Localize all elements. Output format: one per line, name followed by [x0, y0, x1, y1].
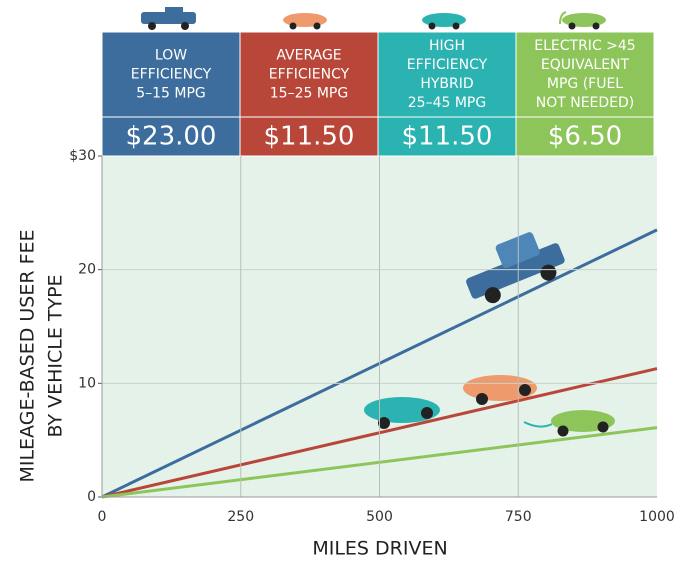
- fee-label: $11.50: [402, 122, 493, 152]
- x-tick-label: 250: [227, 509, 254, 525]
- y-axis-title: BY VEHICLE TYPE: [45, 274, 67, 437]
- header-label: 15–25 MPG: [270, 86, 348, 102]
- header-label: ELECTRIC >45: [534, 38, 635, 54]
- header-label: EFFICIENCY: [269, 67, 350, 83]
- x-tick-label: 750: [505, 509, 532, 525]
- header-label: LOW: [155, 48, 187, 64]
- x-tick-label: 500: [366, 509, 393, 525]
- fee-label: $23.00: [126, 122, 217, 152]
- header-label: NOT NEEDED): [536, 95, 635, 111]
- y-axis-title: MILEAGE-BASED USER FEE: [17, 229, 39, 482]
- y-tick-label: 20: [78, 262, 96, 278]
- car-icons: [141, 7, 606, 30]
- y-tick-label: 0: [87, 489, 96, 505]
- header-label: EFFICIENCY: [407, 57, 488, 73]
- chart: LOW EFFICIENCY 5–15 MPG $23.00 AVERAGE EFFICI…: [0, 0, 683, 560]
- x-tick-label: 0: [98, 509, 107, 525]
- header-label: 5–15 MPG: [136, 86, 206, 102]
- header-table: LOW EFFICIENCY 5–15 MPG $23.00 AVERAGE EFFICI…: [102, 32, 654, 156]
- x-tick-label: 1000: [639, 509, 675, 525]
- x-axis-title: MILES DRIVEN: [312, 538, 447, 560]
- header-label: EFFICIENCY: [131, 67, 212, 83]
- fee-label: $11.50: [264, 122, 355, 152]
- header-label: HYBRID: [420, 76, 473, 92]
- y-tick-label: 10: [78, 375, 96, 391]
- header-label: EQUIVALENT: [541, 57, 630, 73]
- header-label: HIGH: [429, 38, 465, 54]
- header-label: AVERAGE: [276, 48, 341, 64]
- y-tick-label: $30: [69, 148, 96, 164]
- fee-label: $6.50: [548, 122, 622, 152]
- header-label: 25–45 MPG: [408, 95, 486, 111]
- header-label: MPG (FUEL: [547, 76, 623, 92]
